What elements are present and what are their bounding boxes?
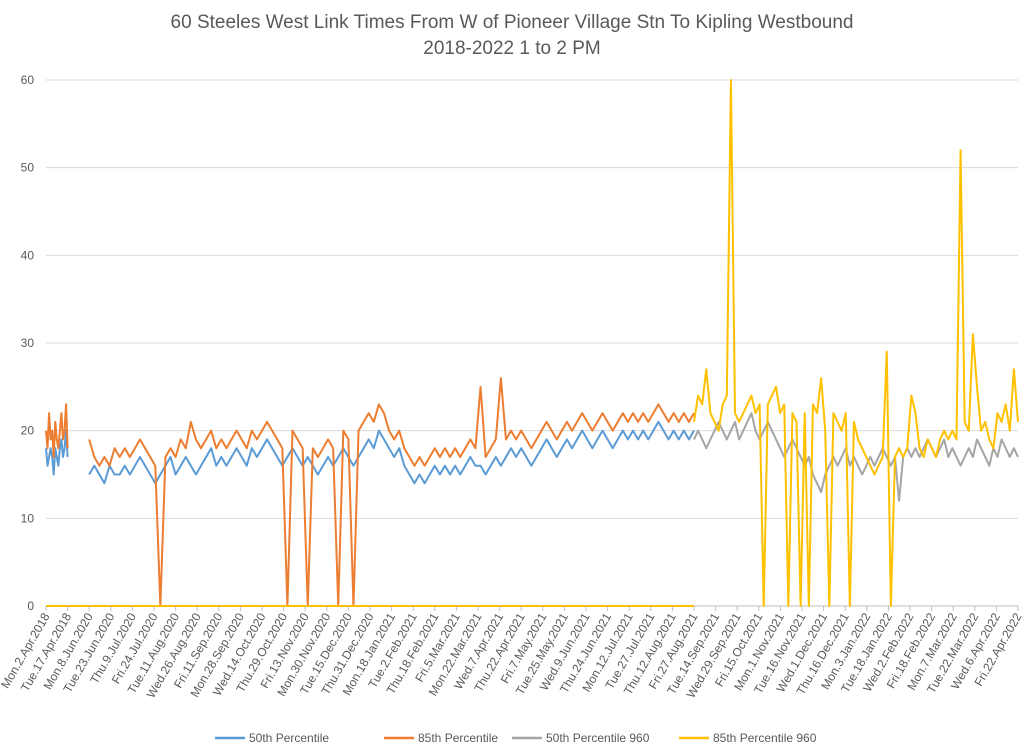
series-line <box>45 429 69 476</box>
series-line <box>45 403 69 458</box>
y-tick-label: 10 <box>21 511 35 525</box>
series-line <box>693 79 1019 607</box>
chart-title: 60 Steeles West Link Times From W of Pio… <box>171 12 854 33</box>
series-50th-percentile <box>45 420 695 485</box>
series-85th-percentile <box>45 377 695 607</box>
legend-label: 85th Percentile <box>418 731 498 745</box>
series-line <box>693 412 1019 502</box>
legend-label: 50th Percentile 960 <box>546 731 650 745</box>
legend: 50th Percentile 85th Percentile 50th Perce… <box>215 731 817 745</box>
legend-label: 50th Percentile <box>249 731 329 745</box>
series-line <box>88 420 695 485</box>
y-tick-label: 60 <box>21 73 35 87</box>
series-50th-percentile-960 <box>693 412 1019 502</box>
legend-item: 50th Percentile 960 <box>512 731 650 745</box>
legend-item: 85th Percentile <box>384 731 498 745</box>
y-axis: 0 10 20 30 40 50 60 <box>21 73 35 613</box>
x-axis: Mon.2.Apr.2018Tue.17.Apr.2018Mon.8.Jun.2… <box>0 606 1024 701</box>
chart-subtitle: 2018-2022 1 to 2 PM <box>423 38 600 59</box>
legend-item: 85th Percentile 960 <box>679 731 817 745</box>
legend-item: 50th Percentile <box>215 731 329 745</box>
y-tick-label: 30 <box>21 336 35 350</box>
y-tick-label: 40 <box>21 248 35 262</box>
gridlines <box>46 79 1018 607</box>
legend-label: 85th Percentile 960 <box>713 731 817 745</box>
y-tick-label: 20 <box>21 424 35 438</box>
y-tick-label: 0 <box>27 599 34 613</box>
y-tick-label: 50 <box>21 161 35 175</box>
series-line <box>88 377 695 607</box>
